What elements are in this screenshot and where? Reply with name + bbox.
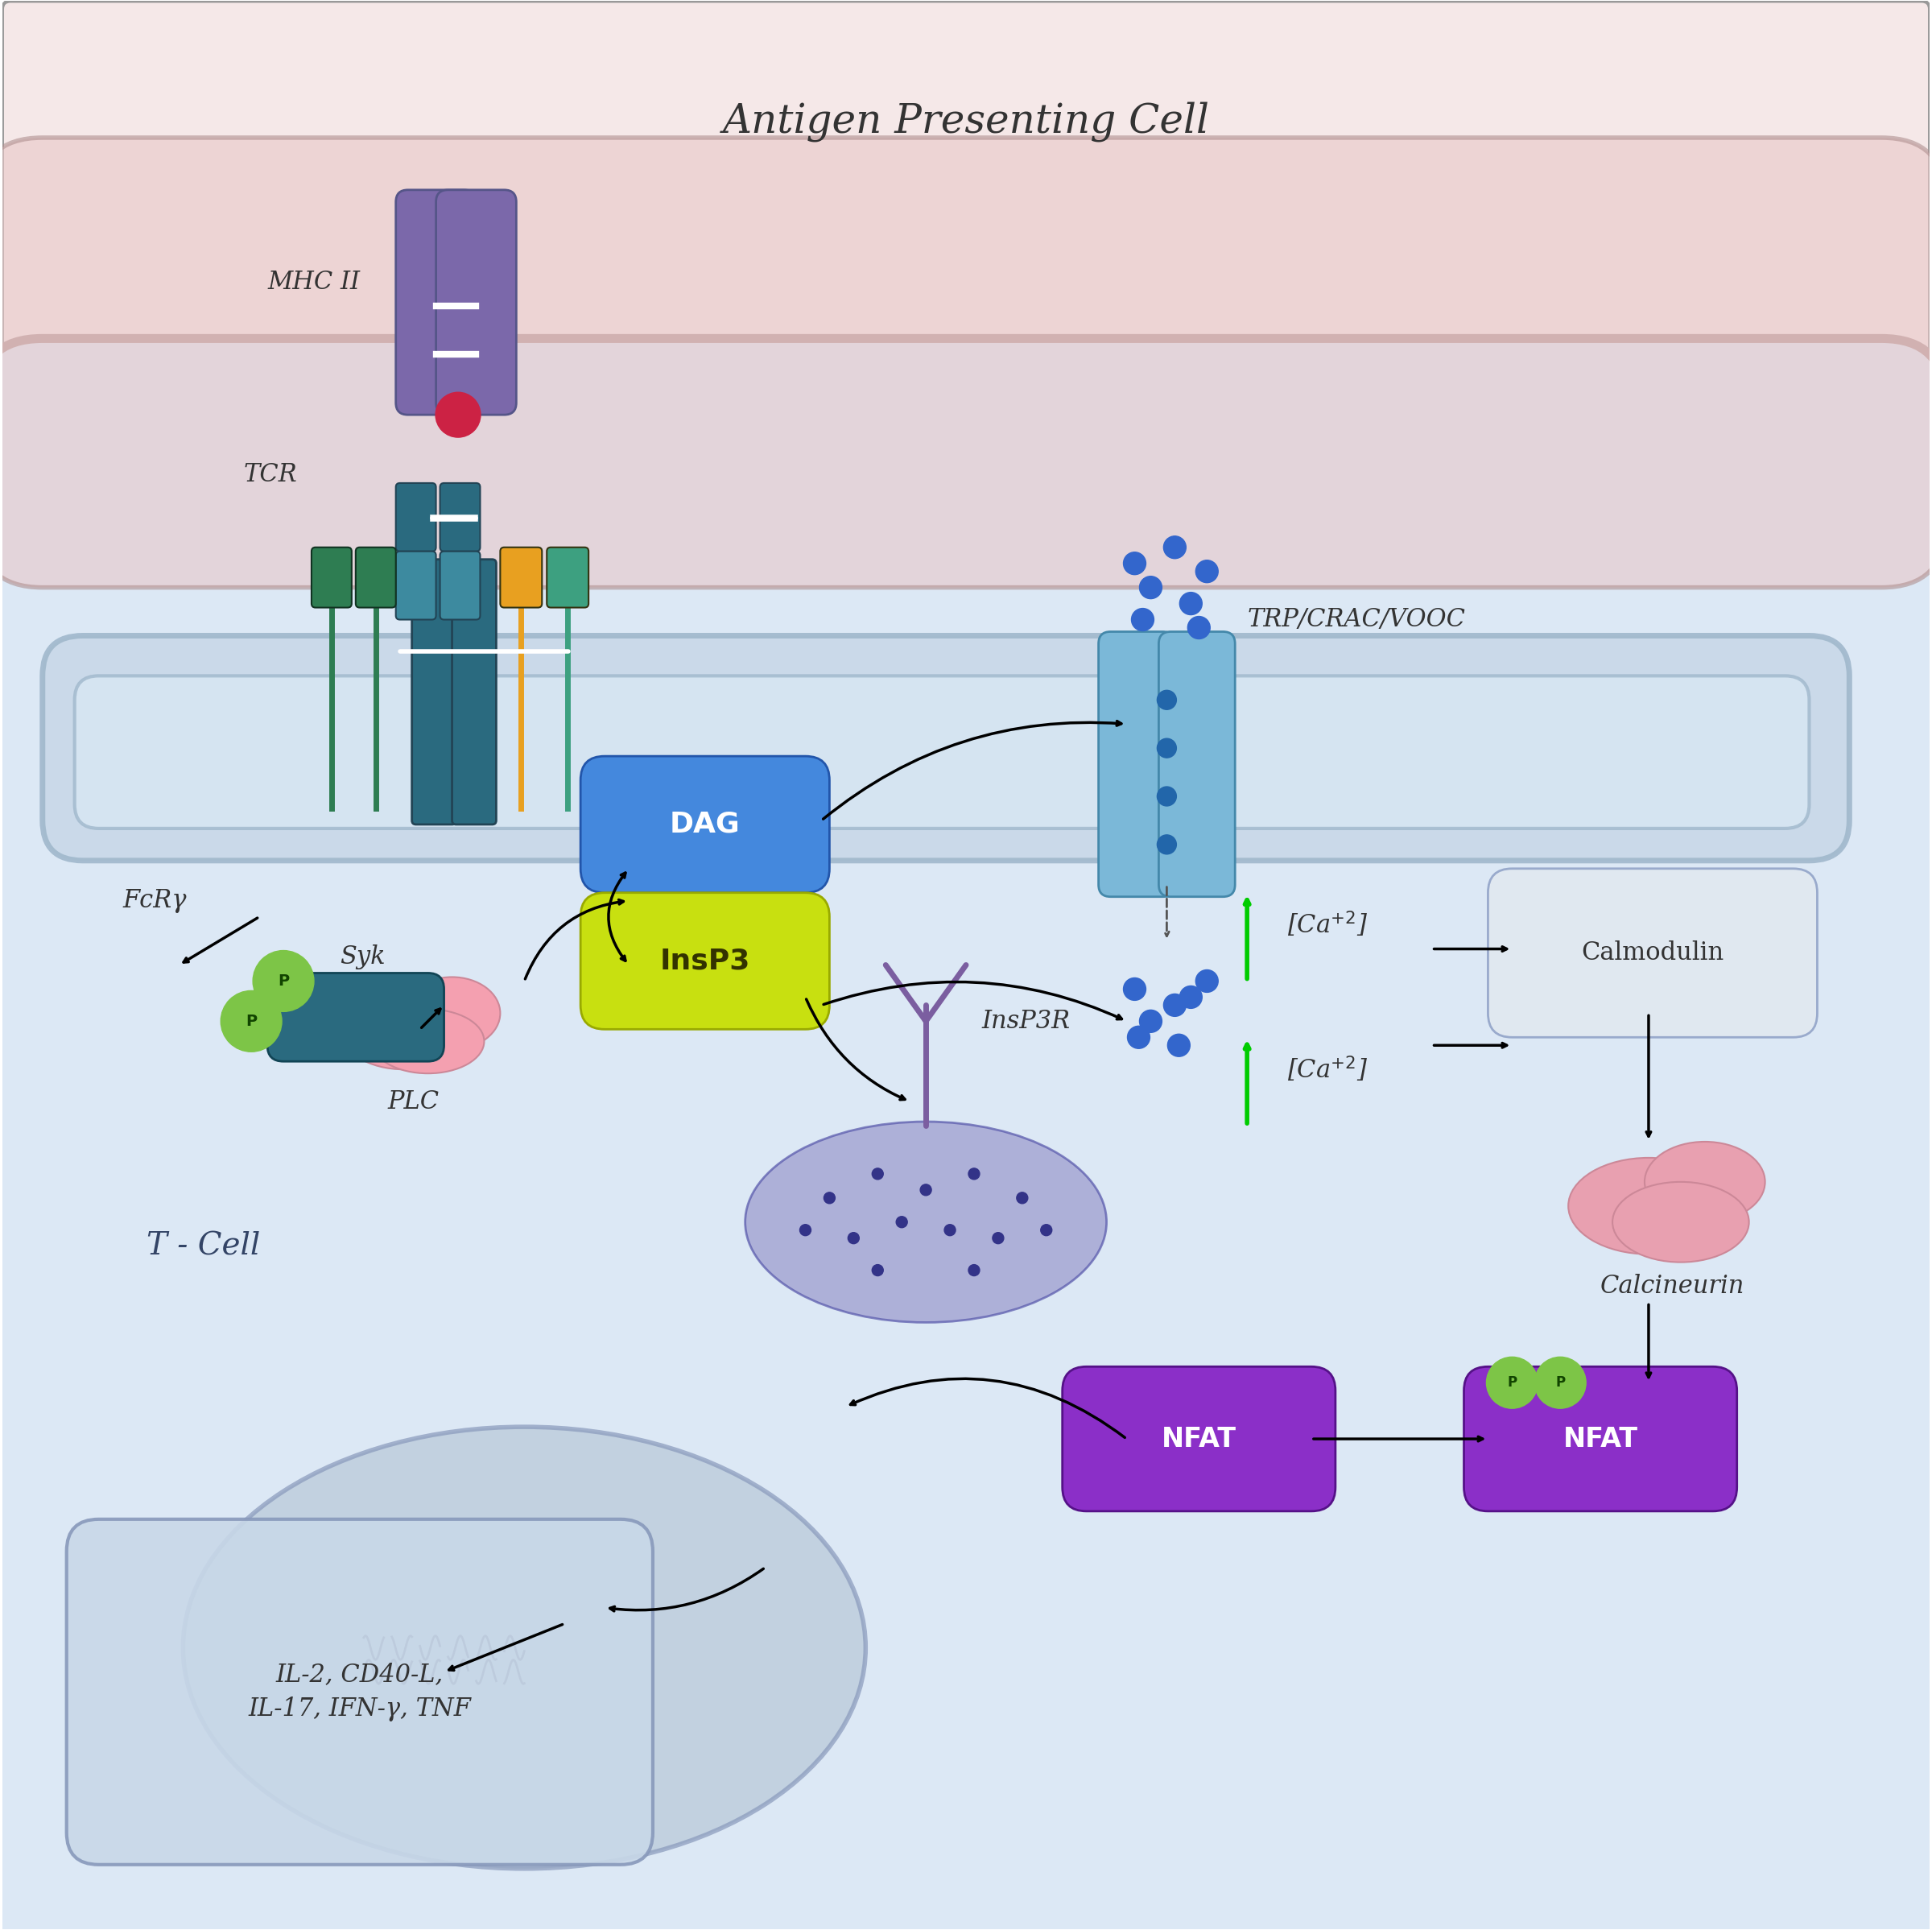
Text: NFAT: NFAT: [1563, 1426, 1638, 1451]
Text: P: P: [245, 1013, 257, 1029]
Circle shape: [220, 990, 282, 1052]
Circle shape: [1167, 1034, 1190, 1056]
FancyBboxPatch shape: [0, 338, 1932, 1930]
Text: Antigen Presenting Cell: Antigen Presenting Cell: [723, 102, 1209, 141]
FancyBboxPatch shape: [500, 548, 543, 608]
Circle shape: [1041, 1224, 1051, 1235]
Circle shape: [1163, 537, 1186, 558]
FancyBboxPatch shape: [355, 548, 396, 608]
Text: TCR: TCR: [243, 463, 298, 488]
Circle shape: [968, 1168, 980, 1179]
Text: P: P: [1555, 1376, 1565, 1390]
FancyBboxPatch shape: [1099, 631, 1175, 897]
Text: DAG: DAG: [670, 811, 740, 838]
Circle shape: [896, 1216, 908, 1227]
Text: NFAT: NFAT: [1161, 1426, 1236, 1451]
Circle shape: [920, 1185, 931, 1195]
FancyBboxPatch shape: [412, 560, 456, 824]
Circle shape: [1157, 691, 1177, 710]
Text: InsP3: InsP3: [659, 948, 750, 975]
Circle shape: [1140, 577, 1161, 598]
FancyBboxPatch shape: [396, 552, 437, 620]
Circle shape: [253, 951, 313, 1011]
Text: FcRγ: FcRγ: [124, 888, 187, 913]
Text: Calcineurin: Calcineurin: [1600, 1274, 1745, 1299]
Circle shape: [945, 1224, 956, 1235]
Ellipse shape: [1569, 1158, 1729, 1254]
Circle shape: [1157, 787, 1177, 807]
FancyBboxPatch shape: [1159, 631, 1235, 897]
Ellipse shape: [746, 1121, 1107, 1322]
Text: [Ca$^{+2}$]: [Ca$^{+2}$]: [1287, 1054, 1368, 1085]
FancyBboxPatch shape: [267, 973, 444, 1062]
FancyBboxPatch shape: [440, 552, 481, 620]
Circle shape: [1188, 616, 1209, 639]
FancyBboxPatch shape: [1488, 868, 1818, 1036]
FancyBboxPatch shape: [437, 189, 516, 415]
Circle shape: [1196, 969, 1219, 992]
Circle shape: [1196, 560, 1219, 583]
Ellipse shape: [404, 977, 500, 1050]
Text: P: P: [1507, 1376, 1517, 1390]
Circle shape: [1122, 552, 1146, 575]
Ellipse shape: [371, 1009, 485, 1073]
Text: P: P: [278, 973, 290, 988]
Circle shape: [968, 1264, 980, 1276]
Circle shape: [1486, 1357, 1538, 1409]
FancyBboxPatch shape: [580, 757, 829, 894]
Circle shape: [435, 392, 481, 438]
Circle shape: [1534, 1357, 1586, 1409]
Text: MHC II: MHC II: [267, 270, 359, 295]
FancyBboxPatch shape: [396, 189, 475, 415]
Ellipse shape: [1644, 1143, 1766, 1222]
Circle shape: [993, 1233, 1005, 1243]
Circle shape: [1180, 986, 1202, 1007]
Circle shape: [848, 1233, 860, 1243]
Ellipse shape: [184, 1426, 866, 1868]
FancyBboxPatch shape: [311, 548, 352, 608]
Ellipse shape: [1613, 1181, 1748, 1262]
FancyBboxPatch shape: [0, 137, 1932, 587]
FancyBboxPatch shape: [1063, 1366, 1335, 1511]
FancyBboxPatch shape: [396, 482, 437, 552]
FancyBboxPatch shape: [547, 548, 589, 608]
Text: TRP/CRAC/VOOC: TRP/CRAC/VOOC: [1246, 608, 1464, 633]
FancyBboxPatch shape: [75, 675, 1808, 828]
Text: InsP3R: InsP3R: [981, 1009, 1070, 1034]
Circle shape: [823, 1193, 835, 1204]
Text: T - Cell: T - Cell: [147, 1231, 261, 1260]
Circle shape: [1122, 979, 1146, 1000]
Circle shape: [1016, 1193, 1028, 1204]
Circle shape: [1180, 593, 1202, 616]
Circle shape: [1128, 1027, 1150, 1048]
Circle shape: [871, 1168, 883, 1179]
Text: IL-2, CD40-L,
IL-17, IFN-γ, TNF: IL-2, CD40-L, IL-17, IFN-γ, TNF: [247, 1662, 471, 1722]
Text: PLC: PLC: [388, 1089, 439, 1114]
Circle shape: [1157, 836, 1177, 855]
Circle shape: [871, 1264, 883, 1276]
FancyBboxPatch shape: [452, 560, 497, 824]
Ellipse shape: [340, 988, 468, 1069]
Text: Syk: Syk: [340, 944, 384, 969]
Circle shape: [1132, 608, 1153, 631]
Text: Calmodulin: Calmodulin: [1580, 940, 1723, 965]
FancyBboxPatch shape: [66, 1519, 653, 1864]
FancyBboxPatch shape: [440, 482, 481, 552]
FancyBboxPatch shape: [43, 635, 1849, 861]
Text: [Ca$^{+2}$]: [Ca$^{+2}$]: [1287, 911, 1368, 940]
Circle shape: [800, 1224, 811, 1235]
Circle shape: [1157, 739, 1177, 758]
FancyBboxPatch shape: [580, 894, 829, 1029]
FancyBboxPatch shape: [1464, 1366, 1737, 1511]
Circle shape: [1140, 1009, 1161, 1033]
Circle shape: [1163, 994, 1186, 1017]
